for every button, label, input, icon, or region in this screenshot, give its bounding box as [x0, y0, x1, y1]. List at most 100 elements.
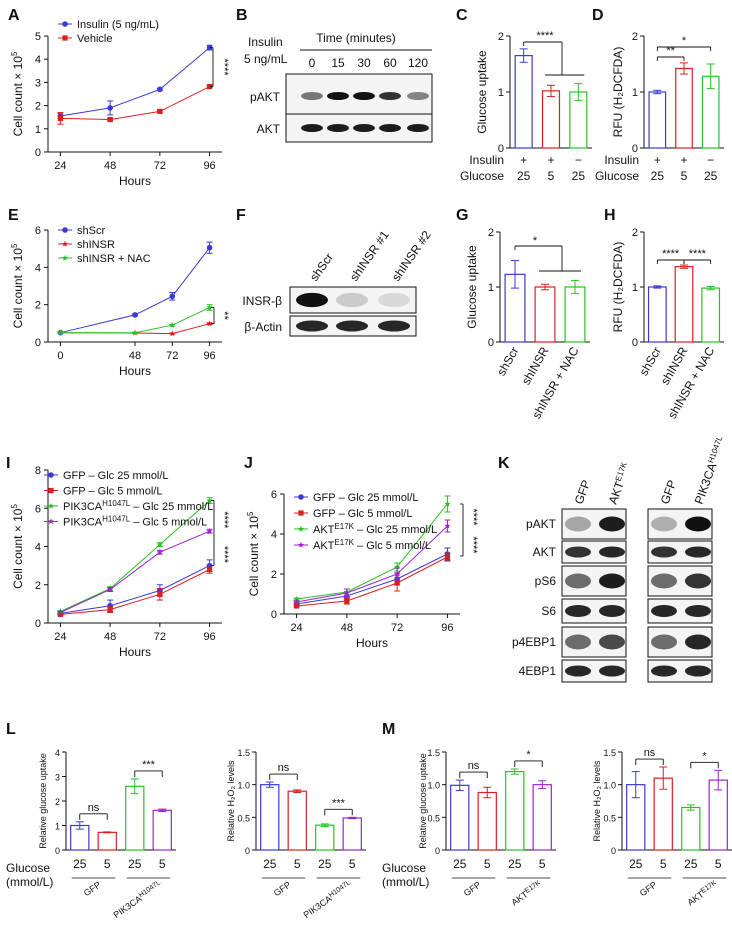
y-tick-label: 1.5	[603, 748, 616, 758]
legend-text: GFP – Glc 5 mmol/L	[63, 486, 162, 498]
data-point	[206, 528, 213, 534]
group-label-sup: E17K	[700, 879, 718, 895]
y-axis-title: RFU (H₂DCFDA)	[611, 47, 625, 138]
legend-marker	[298, 510, 304, 516]
row-value: +	[520, 153, 527, 167]
series-line	[60, 565, 210, 614]
dose-label: 5	[159, 857, 166, 871]
blot-band	[336, 320, 368, 332]
lane-sup: E17K	[614, 460, 629, 482]
bar	[97, 831, 117, 851]
legend-label: PIK3CAH1047L – Glc 5 mmol/L	[63, 515, 207, 529]
y-tick-label: 2	[498, 31, 504, 43]
data-point	[107, 105, 113, 111]
legend-label: shINSR + NAC	[77, 253, 151, 265]
y-tick-label: 2	[632, 31, 638, 43]
blot-band	[599, 605, 625, 617]
series-line	[296, 503, 448, 600]
dose-label: 5	[349, 857, 356, 871]
dose-label: 5	[539, 857, 546, 871]
y-axis-title-text: Cell count × 10	[11, 508, 25, 589]
lane-label: 120	[408, 56, 428, 70]
panel-label-c: C	[456, 7, 468, 24]
y-tick-label: 8	[35, 465, 41, 477]
y-axis-title-text: Cell count × 10	[11, 248, 25, 329]
legend-marker	[298, 541, 304, 548]
y-tick-label: 0	[35, 618, 41, 630]
lane-label-text: GFP	[572, 478, 594, 506]
legend-marker	[62, 254, 68, 261]
bar	[315, 824, 335, 851]
blot-band	[565, 546, 591, 558]
blot-band	[379, 92, 401, 100]
legend-marker	[62, 21, 68, 27]
y-axis-title: Relative H₂O₂ levels	[592, 760, 602, 842]
blot-band	[327, 124, 349, 132]
panel-label-b: B	[236, 7, 248, 24]
bar	[532, 784, 552, 851]
lane-label-text: PIK3CA	[692, 461, 720, 506]
bar	[342, 817, 362, 851]
x-tick-label: 72	[391, 622, 403, 634]
glucose-unit: (mmol/L)	[6, 875, 53, 889]
series-line	[296, 553, 448, 605]
x-axis-title: Hours	[119, 364, 151, 378]
data-point	[157, 86, 163, 93]
bar	[152, 809, 172, 851]
blot-band	[685, 573, 711, 589]
significance-label: ns	[88, 802, 100, 814]
y-tick-label: 0	[488, 337, 494, 349]
bar	[564, 286, 586, 343]
legend-marker	[48, 502, 54, 509]
y-tick-label: 4	[35, 54, 41, 66]
dose-label: 5	[294, 857, 301, 871]
series-line	[60, 569, 210, 615]
treatment-label: Insulin	[248, 35, 283, 49]
y-tick-label: 0	[271, 609, 277, 621]
data-point	[293, 603, 300, 609]
significance-label: ns	[468, 760, 480, 772]
dose-label: 25	[263, 857, 277, 871]
x-axis-title: Hours	[356, 636, 388, 650]
legend-text: PIK3CA	[63, 517, 103, 529]
y-axis-title-sup: 5	[10, 504, 19, 509]
y-axis-title: Relative glucose uptake	[418, 753, 428, 849]
panel-label-f: F	[236, 207, 246, 224]
blot-label: pAKT	[250, 90, 281, 104]
bar	[477, 791, 497, 851]
dose-label: 5	[715, 857, 722, 871]
blot-band	[565, 665, 591, 677]
blot-band	[336, 292, 368, 308]
lane-label: shINSR #2	[389, 228, 434, 284]
y-tick-label: 2	[271, 569, 277, 581]
data-point	[107, 586, 114, 593]
bar	[125, 785, 145, 851]
y-tick-label: 4	[55, 748, 60, 758]
x-tick-label: 48	[104, 160, 116, 172]
legend-marker	[48, 472, 54, 478]
bar	[648, 91, 667, 149]
legend-text: AKT	[313, 524, 335, 536]
blot-band	[565, 516, 591, 532]
data-point	[107, 116, 113, 123]
panel-label-d: D	[592, 7, 604, 24]
series-line	[60, 86, 210, 121]
panel-label-j: J	[244, 455, 253, 472]
x-tick-label: 24	[54, 631, 66, 643]
blot-band	[296, 320, 328, 332]
y-tick-label: 1	[498, 87, 504, 99]
panel-label-i: I	[6, 455, 10, 472]
y-axis-title: RFU (H₂DCFDA)	[611, 242, 625, 333]
legend-label: AKTE17K – Glc 25 mmol/L	[313, 522, 437, 536]
legend-label: shScr	[77, 225, 105, 237]
data-point	[394, 570, 401, 577]
legend-marker	[48, 518, 54, 525]
y-tick-label: 0.5	[603, 813, 616, 823]
